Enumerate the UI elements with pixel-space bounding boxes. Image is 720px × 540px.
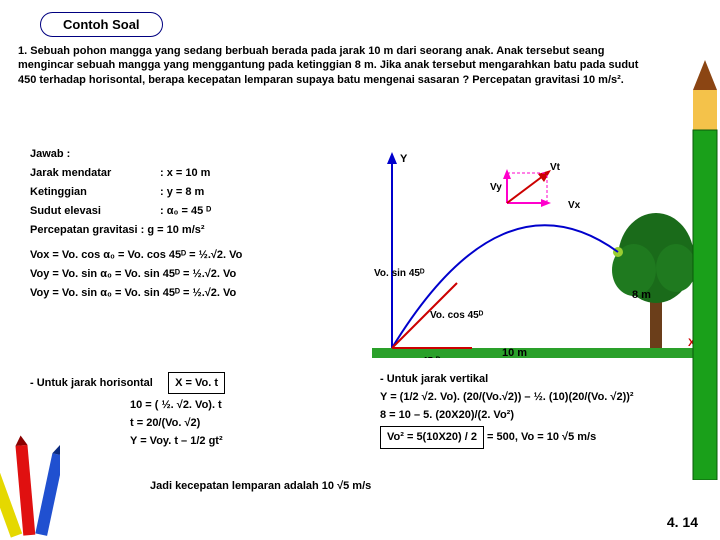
box-vo2: Vo² = 5(10X20) / 2 — [380, 426, 484, 448]
hl2: t = 20/(Vo. √2) — [130, 414, 225, 432]
crayons-bottom-icon — [0, 420, 60, 540]
box-x: X = Vo. t — [168, 372, 225, 394]
final-answer: Jadi kecepatan lemparan adalah 10 √5 m/s — [150, 480, 371, 492]
vr2: 8 = 10 – 5. (20X20)/(2. Vo²) — [380, 406, 634, 424]
svg-text:Vx: Vx — [568, 200, 581, 211]
row2-val: : y = 8 m — [160, 186, 204, 198]
title-pill: Contoh Soal — [40, 12, 163, 37]
h-title: - Untuk jarak horisontal — [30, 377, 153, 389]
eq3: Voy = Vo. sin α₀ = Vo. sin 45ᴰ = ½.√2. V… — [30, 285, 370, 302]
hl3: Y = Voy. t – 1/2 gt² — [130, 432, 225, 450]
row4: Percepatan gravitasi : g = 10 m/s² — [30, 222, 370, 239]
row3-label: Sudut elevasi — [30, 203, 160, 220]
svg-text:10 m: 10 m — [502, 347, 527, 358]
question-text: 1. Sebuah pohon mangga yang sedang berbu… — [18, 44, 658, 87]
vr3b: = 500, Vo = 10 √5 m/s — [487, 431, 596, 443]
row1-label: Jarak mendatar — [30, 165, 160, 182]
vertical-block: - Untuk jarak vertikal Y = (1/2 √2. Vo).… — [380, 370, 634, 451]
projectile-diagram: Y X 45 ᴰ Vo. sin 45ᴰ Vo. cos 45ᴰ Vy Vt V… — [372, 148, 712, 358]
page-number: 4. 14 — [667, 514, 698, 530]
svg-text:Vt: Vt — [550, 162, 561, 173]
vr1: Y = (1/2 √2. Vo). (20/(Vo.√2)) – ½. (10)… — [380, 388, 634, 406]
svg-text:Vo. sin 45ᴰ: Vo. sin 45ᴰ — [374, 268, 425, 279]
row3-val: : α₀ = 45 ᴰ — [160, 205, 211, 217]
row2-label: Ketinggian — [30, 184, 160, 201]
solution-left: Jawab : Jarak mendatar: x = 10 m Ketingg… — [30, 146, 370, 304]
eq1: Vox = Vo. cos α₀ = Vo. cos 45ᴰ = ½.√2. V… — [30, 247, 370, 264]
row1-val: : x = 10 m — [160, 167, 210, 179]
svg-text:Vy: Vy — [490, 182, 502, 193]
svg-text:45 ᴰ: 45 ᴰ — [422, 356, 441, 358]
v-title: - Untuk jarak vertikal — [380, 373, 488, 385]
title-text: Contoh Soal — [63, 17, 140, 32]
svg-text:Y: Y — [400, 153, 408, 165]
eq2: Voy = Vo. sin α₀ = Vo. sin 45ᴰ = ½.√2. V… — [30, 266, 370, 283]
svg-text:8 m: 8 m — [632, 289, 651, 301]
answer-label: Jawab : — [30, 146, 370, 163]
crayon-right-icon — [685, 60, 720, 480]
hl1: 10 = ( ½. √2. Vo). t — [130, 396, 225, 414]
svg-text:Vo. cos 45ᴰ: Vo. cos 45ᴰ — [430, 310, 484, 321]
